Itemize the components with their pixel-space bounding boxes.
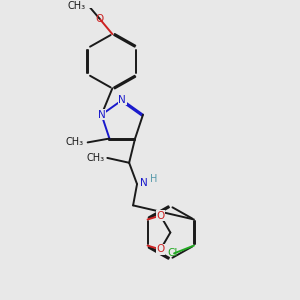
Text: CH₃: CH₃ [66, 137, 84, 147]
Text: H: H [150, 174, 157, 184]
Text: CH₃: CH₃ [86, 153, 104, 163]
Text: N: N [140, 178, 148, 188]
Text: O: O [156, 211, 165, 220]
Text: Cl: Cl [167, 248, 177, 258]
Text: N: N [98, 110, 105, 120]
Text: N: N [118, 95, 126, 105]
Text: O: O [156, 244, 165, 254]
Text: CH₃: CH₃ [68, 1, 85, 11]
Text: O: O [95, 14, 104, 24]
